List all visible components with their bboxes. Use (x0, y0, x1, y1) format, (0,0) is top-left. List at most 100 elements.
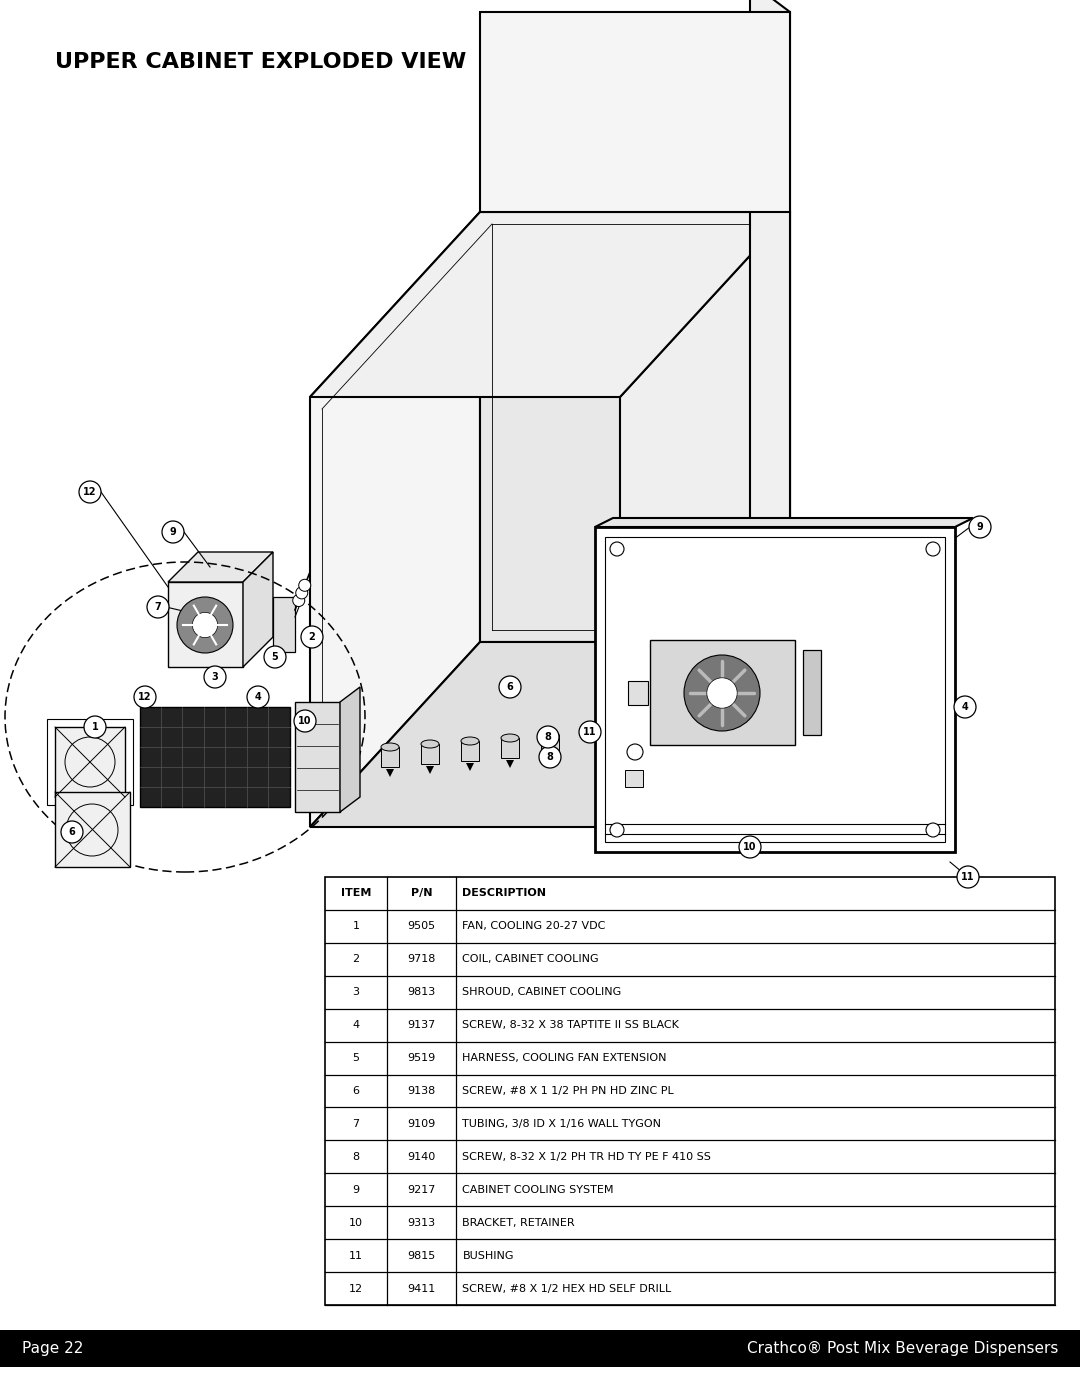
Circle shape (134, 686, 156, 708)
Text: COIL, CABINET COOLING: COIL, CABINET COOLING (462, 954, 599, 964)
Polygon shape (541, 735, 559, 754)
Circle shape (84, 717, 106, 738)
Polygon shape (55, 726, 125, 798)
Polygon shape (804, 650, 821, 735)
Polygon shape (595, 527, 955, 852)
Circle shape (957, 866, 978, 888)
Text: 11: 11 (961, 872, 975, 882)
Circle shape (706, 678, 738, 708)
Polygon shape (625, 770, 643, 787)
Text: 9138: 9138 (407, 1085, 436, 1097)
Polygon shape (465, 763, 474, 771)
Polygon shape (140, 707, 291, 807)
Circle shape (537, 726, 559, 747)
Polygon shape (620, 212, 789, 827)
Circle shape (969, 515, 991, 538)
Ellipse shape (381, 743, 399, 752)
Text: Crathco® Post Mix Beverage Dispensers: Crathco® Post Mix Beverage Dispensers (746, 1341, 1058, 1356)
Circle shape (684, 655, 760, 731)
Text: 4: 4 (352, 1020, 360, 1030)
Text: 2: 2 (352, 954, 360, 964)
Text: ITEM: ITEM (341, 888, 372, 898)
Text: 7: 7 (352, 1119, 360, 1129)
Circle shape (192, 612, 217, 637)
Text: 9140: 9140 (407, 1153, 436, 1162)
Circle shape (296, 587, 308, 599)
Polygon shape (426, 766, 434, 774)
Text: BUSHING: BUSHING (462, 1250, 514, 1260)
Text: 9: 9 (170, 527, 176, 536)
Text: 1: 1 (352, 922, 360, 932)
Text: 1: 1 (92, 722, 98, 732)
Circle shape (926, 823, 940, 837)
Text: 9137: 9137 (407, 1020, 436, 1030)
Text: 10: 10 (349, 1218, 363, 1228)
Text: SCREW, 8-32 X 38 TAPTITE II SS BLACK: SCREW, 8-32 X 38 TAPTITE II SS BLACK (462, 1020, 679, 1030)
Polygon shape (381, 747, 399, 767)
Circle shape (60, 821, 83, 842)
Circle shape (610, 542, 624, 556)
Text: UPPER CABINET EXPLODED VIEW: UPPER CABINET EXPLODED VIEW (55, 52, 467, 73)
Text: 8: 8 (352, 1153, 360, 1162)
Text: 9: 9 (352, 1185, 360, 1194)
Polygon shape (243, 552, 273, 666)
Polygon shape (750, 0, 789, 643)
Polygon shape (168, 583, 243, 666)
Polygon shape (546, 757, 554, 766)
Polygon shape (507, 760, 514, 768)
Text: SCREW, #8 X 1/2 HEX HD SELF DRILL: SCREW, #8 X 1/2 HEX HD SELF DRILL (462, 1284, 672, 1294)
Ellipse shape (501, 733, 519, 742)
Text: 11: 11 (583, 726, 597, 738)
Polygon shape (168, 552, 273, 583)
Text: 9217: 9217 (407, 1185, 436, 1194)
Text: 9815: 9815 (407, 1250, 436, 1260)
Ellipse shape (541, 731, 559, 739)
Circle shape (926, 542, 940, 556)
Text: 12: 12 (349, 1284, 363, 1294)
Circle shape (147, 597, 168, 617)
Text: 6: 6 (69, 827, 76, 837)
Text: 12: 12 (83, 488, 97, 497)
Circle shape (610, 823, 624, 837)
Bar (325, 877, 1055, 1305)
Text: 9813: 9813 (407, 988, 436, 997)
Text: 8: 8 (546, 752, 553, 761)
Text: SHROUD, CABINET COOLING: SHROUD, CABINET COOLING (462, 988, 622, 997)
Polygon shape (386, 768, 394, 777)
Text: 7: 7 (154, 602, 161, 612)
Polygon shape (310, 212, 789, 397)
Text: DESCRIPTION: DESCRIPTION (462, 888, 546, 898)
Circle shape (301, 626, 323, 648)
Circle shape (739, 835, 761, 858)
Text: 9718: 9718 (407, 954, 436, 964)
Text: 3: 3 (352, 988, 360, 997)
Polygon shape (55, 792, 130, 868)
Ellipse shape (461, 738, 480, 745)
Text: 11: 11 (349, 1250, 363, 1260)
Circle shape (79, 481, 102, 503)
Polygon shape (461, 740, 480, 761)
Polygon shape (421, 745, 438, 764)
Text: HARNESS, COOLING FAN EXTENSION: HARNESS, COOLING FAN EXTENSION (462, 1053, 667, 1063)
Text: 9: 9 (976, 522, 984, 532)
Text: 9109: 9109 (407, 1119, 436, 1129)
Circle shape (539, 746, 561, 768)
Text: 9313: 9313 (407, 1218, 436, 1228)
Circle shape (162, 521, 184, 543)
Circle shape (499, 676, 521, 698)
Text: BRACKET, RETAINER: BRACKET, RETAINER (462, 1218, 575, 1228)
Text: 4: 4 (961, 703, 969, 712)
Text: FAN, COOLING 20-27 VDC: FAN, COOLING 20-27 VDC (462, 922, 606, 932)
Text: P/N: P/N (411, 888, 432, 898)
Text: 9411: 9411 (407, 1284, 436, 1294)
Circle shape (204, 666, 226, 687)
Text: 9519: 9519 (407, 1053, 436, 1063)
Text: 3: 3 (212, 672, 218, 682)
Polygon shape (310, 643, 789, 827)
Text: SCREW, 8-32 X 1/2 PH TR HD TY PE F 410 SS: SCREW, 8-32 X 1/2 PH TR HD TY PE F 410 S… (462, 1153, 712, 1162)
Polygon shape (480, 212, 789, 643)
Polygon shape (501, 738, 519, 759)
Text: 5: 5 (352, 1053, 360, 1063)
Circle shape (954, 696, 976, 718)
Bar (0, 1330, 1080, 1368)
